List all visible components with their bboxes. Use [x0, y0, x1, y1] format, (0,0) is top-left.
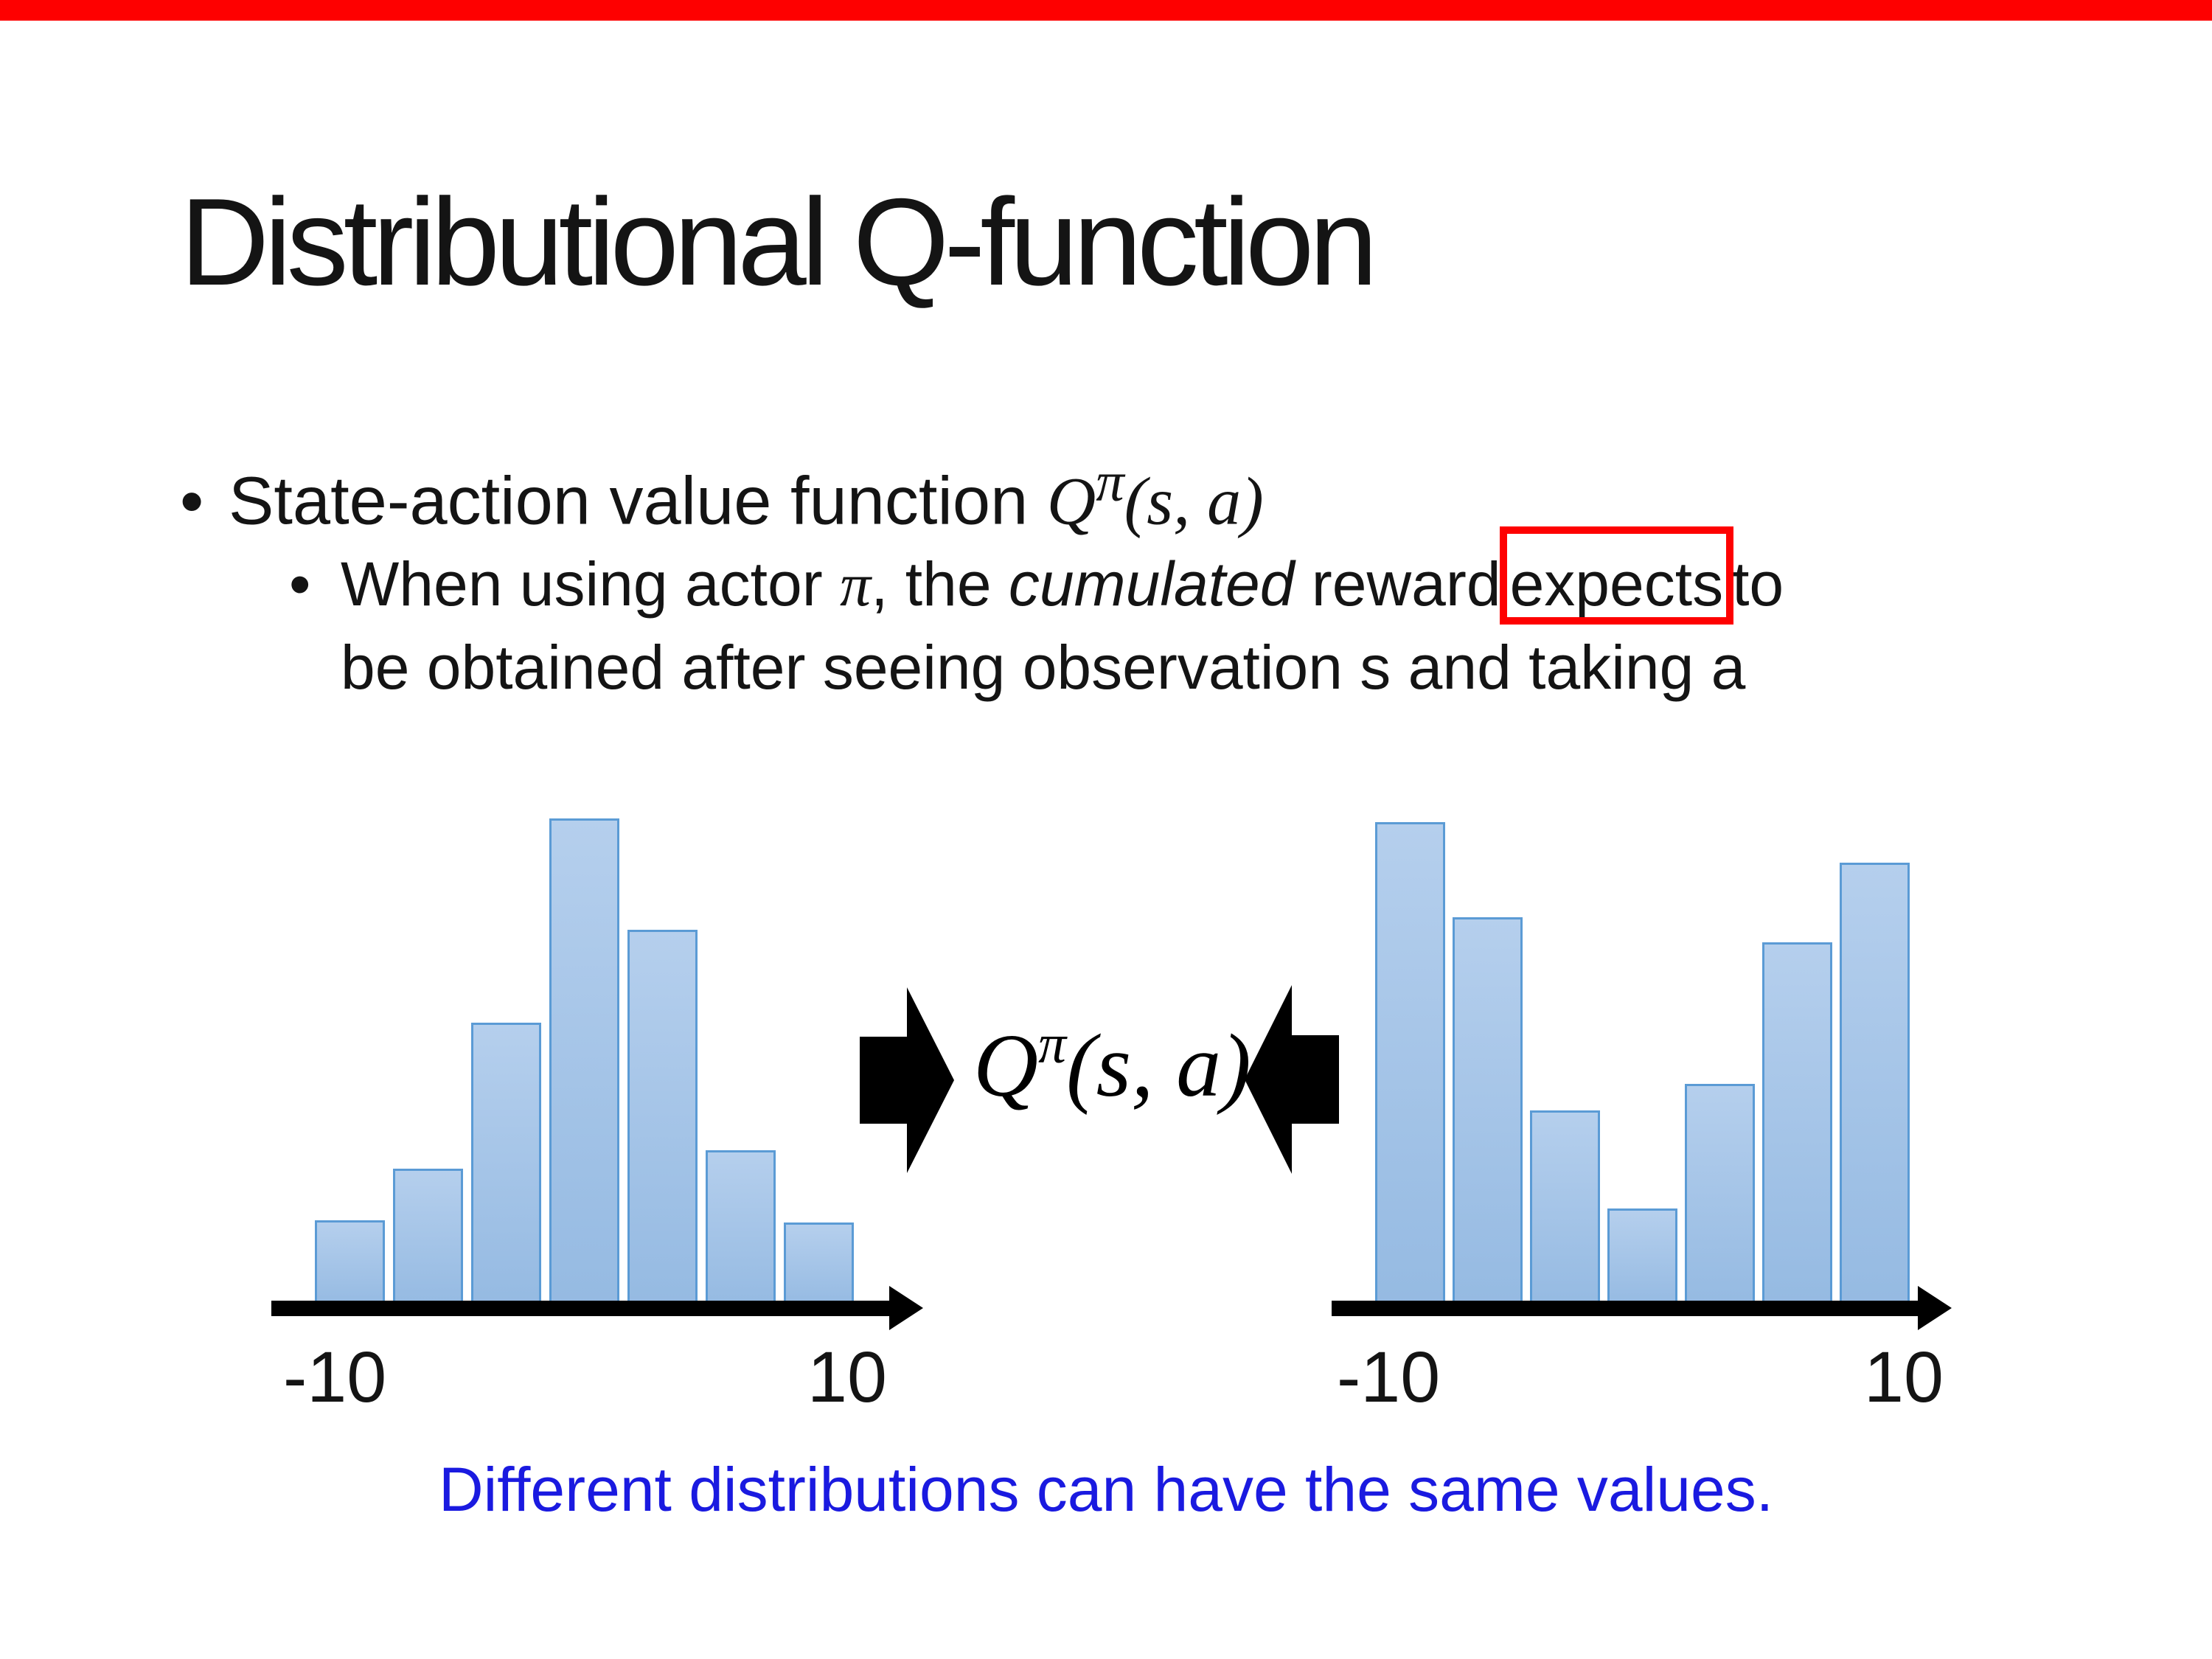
q-function-formula: Qπ(s, a) — [973, 1013, 1251, 1118]
histogram-bar — [315, 1220, 385, 1308]
left-pointing-arrow-icon — [1245, 985, 1339, 1174]
bullet1-text: State-action value function — [229, 463, 1047, 539]
slide-title: Distributional Q-function — [180, 173, 1378, 311]
histogram-bar — [393, 1169, 463, 1308]
arrow-shaft — [860, 1037, 908, 1124]
right-x-axis — [1332, 1301, 1918, 1316]
sub-bullet-line2: be obtained after seeing observation s a… — [341, 633, 1746, 702]
histogram-bar — [549, 818, 619, 1308]
histogram-bar — [1530, 1110, 1600, 1308]
histogram-bar — [784, 1222, 854, 1308]
arrow-head — [1245, 985, 1292, 1174]
bullet-dot-icon: • — [180, 463, 204, 539]
sub1-mid1: , the — [871, 549, 1009, 619]
arrow-head — [907, 987, 954, 1173]
right-x-axis-arrowhead-icon — [1918, 1286, 1952, 1330]
bullet1-math-q: Q — [1046, 463, 1096, 539]
histogram-bar — [1685, 1084, 1755, 1308]
sub-bullet-dot-icon: • — [289, 549, 311, 619]
left-x-axis — [271, 1301, 889, 1316]
top-red-bar — [0, 0, 2212, 21]
right-pointing-arrow-icon — [860, 987, 954, 1173]
sub1-pre: When using actor — [341, 549, 841, 619]
left-axis-max-label: 10 — [807, 1337, 887, 1417]
histogram-bar — [471, 1023, 541, 1308]
sub-bullet-line1: • When using actor π, the cumulated rewar… — [289, 526, 1784, 625]
left-axis-min-label: -10 — [283, 1337, 387, 1417]
histogram-bar — [1840, 863, 1910, 1308]
bullet-state-action: • State-action value function Qπ(s, a) — [180, 450, 1264, 540]
histogram-bar — [706, 1150, 776, 1308]
bullet1-math-args: (s, a) — [1124, 463, 1264, 539]
formula-pi-superscript: π — [1038, 1013, 1066, 1075]
left-histogram — [315, 807, 854, 1308]
sub1-cumulated-italic: cumulated — [1008, 549, 1295, 619]
right-axis-max-label: 10 — [1864, 1337, 1944, 1417]
footer-note: Different distributions can have the sam… — [438, 1455, 1774, 1524]
histogram-bar — [1607, 1208, 1677, 1308]
histogram-bar — [1453, 917, 1523, 1308]
sub1-mid2: reward — [1294, 549, 1501, 619]
histogram-bar — [1375, 822, 1445, 1308]
expects-highlight-box: expects — [1499, 526, 1733, 625]
sub1-post: to — [1732, 549, 1784, 619]
sub1-pi: π — [840, 551, 872, 619]
histogram-bar — [1762, 942, 1832, 1308]
formula-q: Q — [973, 1016, 1039, 1116]
arrow-shaft — [1291, 1035, 1339, 1124]
right-histogram — [1375, 807, 1910, 1308]
right-axis-min-label: -10 — [1337, 1337, 1441, 1417]
bullet1-math-pi-superscript: π — [1096, 451, 1124, 513]
formula-args: (s, a) — [1066, 1016, 1251, 1116]
histogram-bar — [627, 930, 698, 1308]
left-x-axis-arrowhead-icon — [889, 1286, 923, 1330]
